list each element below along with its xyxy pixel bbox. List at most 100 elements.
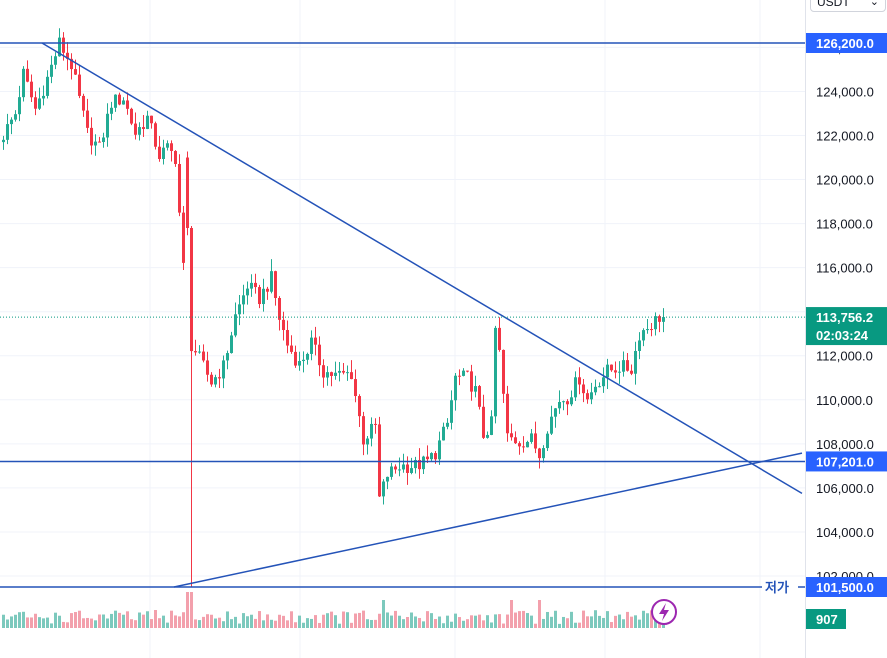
- volume-bar: [610, 622, 613, 628]
- volume-bar: [638, 619, 641, 628]
- volume-tag-label: 907: [816, 612, 838, 627]
- candle-body: [518, 443, 521, 447]
- volume-bar: [38, 617, 41, 628]
- candle-body: [570, 397, 573, 405]
- candle-body: [214, 377, 217, 385]
- candle-body: [126, 100, 129, 109]
- currency-value: USDT: [817, 0, 850, 9]
- candle-body: [630, 370, 633, 374]
- volume-bar: [486, 615, 489, 628]
- volume-bar: [338, 623, 341, 628]
- price-tag-label: 107,201.0: [816, 454, 874, 469]
- candle-body: [450, 400, 453, 423]
- volume-bar: [66, 622, 69, 628]
- candle-body: [82, 95, 85, 111]
- volume-bar: [314, 615, 317, 628]
- volume-bar: [414, 616, 417, 628]
- candle-body: [298, 361, 301, 366]
- volume-bar: [310, 618, 313, 628]
- volume-bar: [46, 617, 49, 628]
- volume-bar: [370, 619, 373, 628]
- candle-body: [578, 377, 581, 385]
- volume-bar: [146, 611, 149, 628]
- volume-bar: [14, 614, 17, 628]
- candle-body: [386, 476, 389, 482]
- volume-bar: [530, 615, 533, 628]
- volume-bar: [286, 620, 289, 628]
- volume-bar: [118, 612, 121, 628]
- price-tick-label: 116,000.0: [816, 261, 873, 276]
- volume-bar: [558, 623, 561, 628]
- volume-bar: [18, 612, 21, 628]
- volume-bar: [374, 619, 377, 628]
- volume-bar: [354, 613, 357, 628]
- volume-bar: [362, 610, 365, 628]
- currency-select[interactable]: USDT ⌄: [810, 0, 886, 12]
- candle-body: [654, 316, 657, 330]
- volume-bar: [234, 616, 237, 628]
- candle-body: [446, 422, 449, 427]
- price-tag: [806, 33, 887, 53]
- volume-bar: [634, 615, 637, 628]
- candle-body: [10, 119, 13, 125]
- candle-body: [286, 330, 289, 346]
- volume-bar: [150, 619, 153, 628]
- candle-body: [202, 351, 205, 361]
- last-price-tag: [806, 307, 887, 346]
- volume-bar: [518, 611, 521, 628]
- price-tags: 126,200.0 107,201.0 101,500.0 저가 113,756.2 02…: [762, 33, 887, 629]
- volume-bar: [142, 614, 145, 628]
- price-tick-label: 106,000.0: [816, 481, 874, 496]
- candle-body: [426, 456, 429, 460]
- volume-bar: [330, 611, 333, 628]
- candle-body: [134, 123, 137, 135]
- volume-bar: [262, 620, 265, 628]
- volume-bar: [538, 600, 541, 628]
- volume-bar: [358, 612, 361, 628]
- candle-body: [534, 433, 537, 449]
- candle-body: [602, 377, 605, 387]
- volume-bar: [50, 623, 53, 628]
- volume-bar: [78, 610, 81, 628]
- candle-body: [498, 327, 501, 350]
- volume-bar: [382, 600, 385, 628]
- volume-tag: [806, 609, 846, 629]
- candle-body: [302, 359, 305, 362]
- candle-body: [106, 113, 109, 138]
- candle-body: [502, 349, 505, 394]
- candle-body: [102, 137, 105, 143]
- candle-body: [350, 372, 353, 380]
- candle-body: [382, 481, 385, 497]
- volume-bar: [410, 612, 413, 628]
- volume-bar: [6, 619, 9, 628]
- volume-bar: [126, 611, 129, 628]
- volume-bar: [162, 615, 165, 628]
- lightning-icon[interactable]: [651, 599, 677, 625]
- volume-bar: [174, 615, 177, 628]
- volume-bar: [90, 618, 93, 628]
- volume-bar: [606, 611, 609, 628]
- candle-body: [322, 365, 325, 378]
- volume-bar: [510, 600, 513, 628]
- candle-body: [538, 448, 541, 459]
- candle-body: [142, 127, 145, 129]
- volume-bar: [562, 616, 565, 628]
- volume-bar: [106, 618, 109, 628]
- candle-body: [198, 351, 201, 353]
- candle-body: [94, 141, 97, 146]
- volume-bar: [474, 615, 477, 628]
- candle-body: [478, 386, 481, 407]
- candle-body: [254, 282, 257, 288]
- candle-body: [622, 360, 625, 372]
- price-tick-label: 108,000.0: [816, 437, 874, 452]
- candle-body: [590, 392, 593, 400]
- candle-body: [542, 448, 545, 459]
- volume-bar: [110, 613, 113, 628]
- volume-bar: [26, 617, 29, 628]
- volume-bar: [406, 617, 409, 628]
- candle-body: [506, 393, 509, 434]
- volume-bar: [290, 611, 293, 628]
- candle-body: [414, 459, 417, 469]
- candle-body: [290, 345, 293, 352]
